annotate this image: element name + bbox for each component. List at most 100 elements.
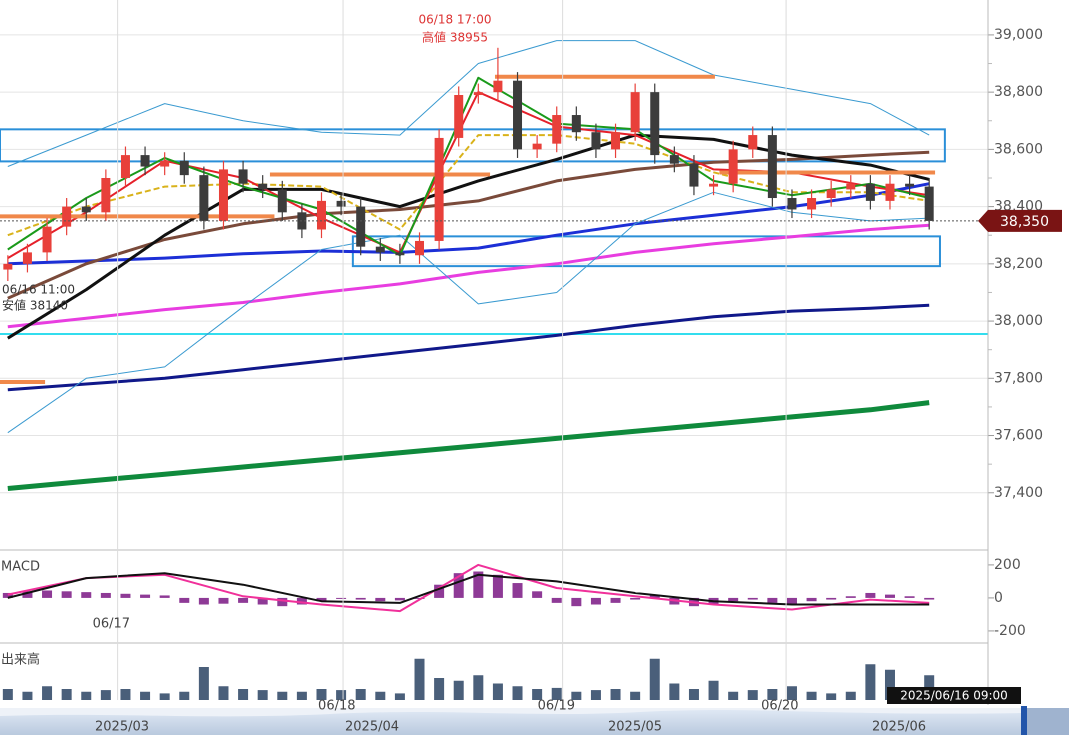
macd-bar — [394, 597, 405, 601]
macd-bar — [473, 571, 484, 598]
candle-body — [611, 132, 621, 150]
candle-body — [179, 160, 189, 176]
zone-box — [0, 128, 946, 163]
candle-body — [807, 198, 817, 210]
macd-bar — [100, 592, 111, 598]
navigator-label: 2025/03 — [95, 720, 149, 735]
candle-body — [454, 95, 464, 138]
volume-bar — [747, 690, 758, 700]
macd-bar — [61, 591, 72, 598]
candle-body — [748, 135, 758, 150]
volume-bar — [728, 691, 739, 700]
volume-bar — [532, 689, 543, 700]
line-series — [7, 303, 930, 392]
line-series — [7, 572, 930, 606]
last-price-tag — [978, 209, 1062, 232]
volume-bar — [884, 669, 895, 700]
candle-body — [532, 143, 542, 150]
y-tick-label: 38,800 — [994, 84, 1043, 100]
candle-body — [905, 183, 915, 187]
macd-bar — [590, 597, 601, 605]
macd-bar — [630, 597, 641, 600]
candle-body — [434, 137, 444, 241]
candle-body — [42, 226, 52, 253]
candle-body — [395, 252, 405, 256]
macd-bar — [2, 592, 13, 598]
candle-body — [885, 183, 895, 201]
volume-bar — [257, 690, 268, 700]
macd-bar — [120, 593, 131, 598]
line-series — [7, 76, 930, 257]
navigator-handle[interactable] — [1021, 706, 1027, 735]
candle-body — [81, 206, 91, 213]
macd-bar — [551, 597, 562, 603]
macd-bar — [610, 597, 621, 603]
volume-bar — [22, 691, 33, 700]
line-series — [7, 223, 930, 329]
macd-bar — [826, 597, 837, 600]
macd-bar — [747, 597, 758, 600]
volume-bar — [434, 678, 445, 700]
candle-body — [709, 183, 719, 187]
macd-pane: MACD 200 0 -200 — [1, 557, 1026, 639]
macd-bar — [845, 596, 856, 598]
candle-body — [336, 200, 346, 207]
annotation: 高値 38955 — [422, 30, 488, 45]
macd-bar — [571, 597, 582, 607]
candle-body — [356, 206, 366, 247]
macd-bar — [42, 590, 53, 598]
volume-bar — [375, 691, 386, 700]
volume-bar — [61, 689, 72, 700]
volume-bar — [492, 683, 503, 700]
macd-bar — [453, 573, 464, 598]
candle-body — [513, 80, 523, 150]
volume-pane: 出来高 — [1, 652, 935, 700]
volume-bar — [218, 686, 229, 700]
x-tick-label: 06/20 — [761, 699, 798, 714]
pane-title: 出来高 — [1, 652, 40, 668]
macd-bar — [786, 597, 797, 605]
crosshair-label: 2025/06/16 09:00 — [900, 689, 1008, 703]
macd-bar — [316, 597, 327, 602]
macd-bar — [884, 594, 895, 598]
volume-bar — [81, 691, 92, 700]
macd-bar — [218, 597, 229, 604]
macd-bar — [728, 597, 739, 602]
annotation: 06/16 11:00 — [2, 283, 75, 297]
volume-bar — [688, 689, 699, 700]
macd-bar — [238, 597, 249, 603]
y-tick-label: 38,000 — [994, 313, 1043, 329]
macd-bar — [532, 591, 543, 598]
macd-bar — [198, 597, 209, 605]
candle-body — [826, 189, 836, 199]
navigator-window[interactable] — [1027, 708, 1069, 735]
x-tick-label: 06/17 — [93, 617, 130, 632]
volume-bar — [120, 689, 131, 700]
navigator-label: 2025/04 — [345, 720, 399, 735]
pane-title: MACD — [1, 560, 40, 575]
macd-bar — [22, 591, 33, 598]
candle-body — [846, 183, 856, 190]
volume-bar — [355, 689, 366, 700]
y-tick-label: -200 — [994, 623, 1026, 639]
macd-bar — [81, 592, 92, 598]
volume-bar — [590, 690, 601, 700]
candle-body — [689, 163, 699, 187]
candle-body — [316, 200, 326, 230]
candle-body — [493, 80, 503, 93]
volume-bar — [473, 675, 484, 700]
y-tick-label: 37,800 — [994, 370, 1043, 386]
last-price-label: 38,350 — [1000, 214, 1049, 230]
line-series — [7, 563, 930, 613]
candle-body — [22, 252, 32, 264]
macd-bar — [179, 597, 190, 603]
price-axis: 37,40037,60037,80038,00038,20038,40038,6… — [988, 27, 1043, 501]
macd-bar — [649, 594, 660, 598]
volume-bar — [786, 686, 797, 700]
volume-bar — [845, 691, 856, 700]
volume-bar — [2, 689, 13, 700]
candle-body — [571, 115, 581, 133]
y-tick-label: 37,600 — [994, 428, 1043, 444]
macd-bar — [434, 584, 445, 598]
